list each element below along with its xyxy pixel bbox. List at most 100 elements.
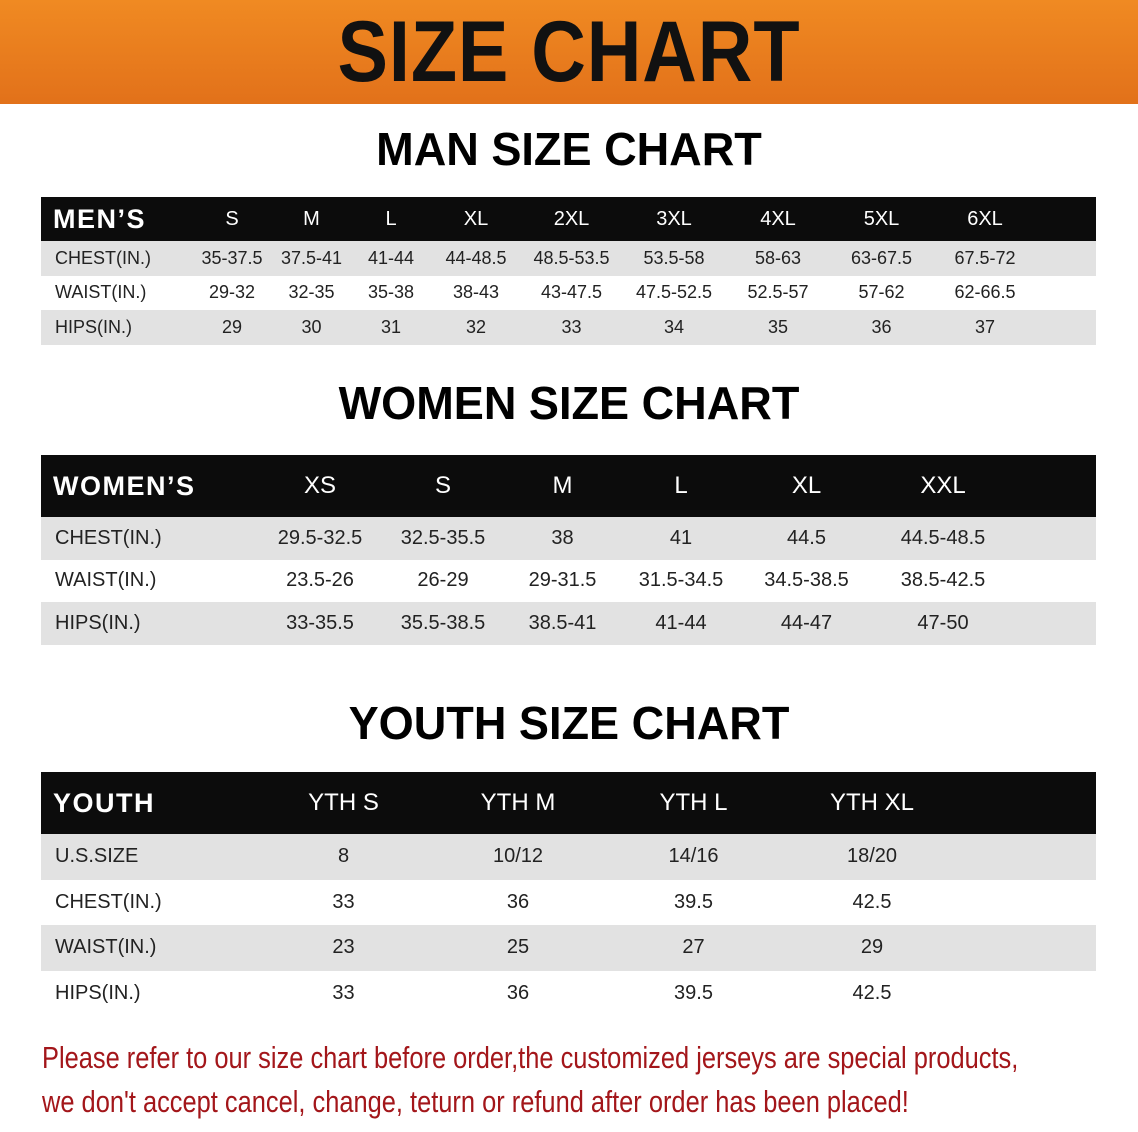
table-cell: 38.5-41 [528,611,597,634]
table-cell: YTH L [659,789,728,816]
table-header-row: MEN’S S M L XL 2XL 3XL 4XL 5XL 6XL [41,197,1096,241]
table-cell: 6XL [967,207,1003,230]
table-header-row: YOUTH YTH S YTH M YTH L YTH XL [41,772,1096,834]
table-cell: 29.5-32.5 [277,526,363,549]
table-cell: YTH S [308,789,379,816]
table-cell: M [303,207,320,230]
table-cell: 32-35 [288,282,335,303]
table-cell: 29-32 [208,282,256,303]
table-cell: YTH XL [829,789,915,816]
table-header-label: MEN’S [53,203,147,234]
women-size-table: WOMEN’S XS S M L XL XXL CHEST(IN.) 29.5-32.5 32.5… [41,455,1096,645]
table-cell: L [674,472,688,499]
disclaimer-line-1: Please refer to our size chart before or… [42,1040,1019,1075]
table-cell: 34.5-38.5 [764,569,849,592]
banner: SIZE CHART [0,0,1138,104]
row-label: CHEST(IN.) [55,890,162,913]
men-size-table: MEN’S S M L XL 2XL 3XL 4XL 5XL 6XL CHEST(IN.) 35-37… [41,197,1096,345]
table-cell: 37.5-41 [280,247,343,268]
table-cell: 44-47 [780,611,833,634]
table-row: HIPS(IN.) 33-35.5 35.5-38.5 38.5-41 41-44 44-… [41,602,1096,645]
table-row: WAIST(IN.) 23.5-26 26-29 29-31.5 31.5-34.5 34… [41,559,1096,602]
table-cell: 5XL [863,207,900,230]
youth-size-table: YOUTH YTH S YTH M YTH L YTH XL U.S.SIZE 8 10/12… [41,772,1096,1016]
row-label: CHEST(IN.) [55,526,162,549]
table-cell: 29 [221,316,243,337]
table-header-label: YOUTH [53,787,155,818]
row-label: WAIST(IN.) [55,569,157,592]
table-cell: 63-67.5 [850,247,913,268]
table-cell: 31.5-34.5 [638,569,724,592]
table-header-row: WOMEN’S XS S M L XL XXL [41,455,1096,517]
table-cell: M [552,472,573,499]
table-cell: 33 [332,890,355,913]
table-cell: 14/16 [668,845,719,868]
table-cell: 39.5 [674,890,713,913]
table-row: HIPS(IN.) 33 36 39.5 42.5 [41,970,1096,1016]
table-cell: 47.5-52.5 [635,282,713,303]
table-cell: S [434,472,451,499]
table-cell: 32 [465,316,487,337]
table-cell: 42.5 [852,981,892,1004]
table-cell: 23 [332,936,355,959]
youth-section-title: YOUTH SIZE CHART [348,697,790,749]
table-cell: 38 [551,526,574,549]
table-cell: 53.5-58 [643,247,705,268]
table-cell: 29 [860,936,884,959]
table-cell: 27 [682,936,705,959]
table-cell: 35 [767,316,789,337]
table-cell: 33 [332,981,355,1004]
table-cell: 44.5-48.5 [900,526,986,549]
table-cell: 38-43 [452,282,500,303]
table-cell: 44-48.5 [445,247,507,268]
women-section-title: WOMEN SIZE CHART [338,377,800,429]
table-cell: 8 [337,845,350,868]
row-label: CHEST(IN.) [55,247,151,268]
table-row: HIPS(IN.) 29 30 31 32 33 34 35 36 37 [41,310,1096,345]
table-cell: 48.5-53.5 [533,247,610,268]
table-cell: 52.5-57 [747,282,809,303]
table-cell: 47-50 [917,611,969,634]
row-label: U.S.SIZE [55,845,139,868]
row-label: HIPS(IN.) [55,611,141,634]
table-cell: 36 [871,316,892,337]
row-label: WAIST(IN.) [55,282,147,303]
table-cell: 23.5-26 [286,569,354,592]
disclaimer-line-2: we don't accept cancel, change, teturn o… [42,1084,909,1119]
table-cell: 31 [380,316,402,337]
table-cell: 33-35.5 [286,611,354,634]
table-cell: XXL [920,472,966,499]
table-cell: YTH M [480,789,556,816]
table-cell: 41-44 [367,247,415,268]
table-row: CHEST(IN.) 29.5-32.5 32.5-35.5 38 41 44.5 44.5… [41,517,1096,560]
table-cell: 43-47.5 [540,282,603,303]
table-cell: 58-63 [754,247,802,268]
table-cell: 4XL [760,207,796,230]
table-cell: 67.5-72 [954,247,1016,268]
table-cell: 42.5 [852,890,892,913]
table-row: CHEST(IN.) 35-37.5 37.5-41 41-44 44-48.5 48.5… [41,241,1096,276]
table-cell: 57-62 [858,282,905,303]
table-cell: 41-44 [655,611,707,634]
men-section-title: MAN SIZE CHART [376,123,762,175]
table-cell: XS [303,472,336,499]
table-cell: 38.5-42.5 [900,569,986,592]
table-cell: 2XL [553,207,590,230]
table-cell: 18/20 [846,845,898,868]
table-row: WAIST(IN.) 23 25 27 29 [41,925,1096,971]
table-row: CHEST(IN.) 33 36 39.5 42.5 [41,879,1096,925]
table-cell: XL [791,472,822,499]
table-cell: 44.5 [787,526,826,549]
table-cell: 35.5-38.5 [400,611,486,634]
table-cell: 37 [974,316,996,337]
table-cell: 33 [561,316,582,337]
table-row: U.S.SIZE 8 10/12 14/16 18/20 [41,834,1096,880]
disclaimer-note: Please refer to our size chart before or… [42,1036,1138,1124]
table-cell: 35-38 [367,282,415,303]
table-cell: S [225,207,239,230]
table-cell: 34 [663,316,685,337]
table-cell: 25 [506,936,530,959]
table-cell: 30 [301,316,322,337]
table-cell: 36 [506,981,530,1004]
row-label: WAIST(IN.) [55,936,157,959]
